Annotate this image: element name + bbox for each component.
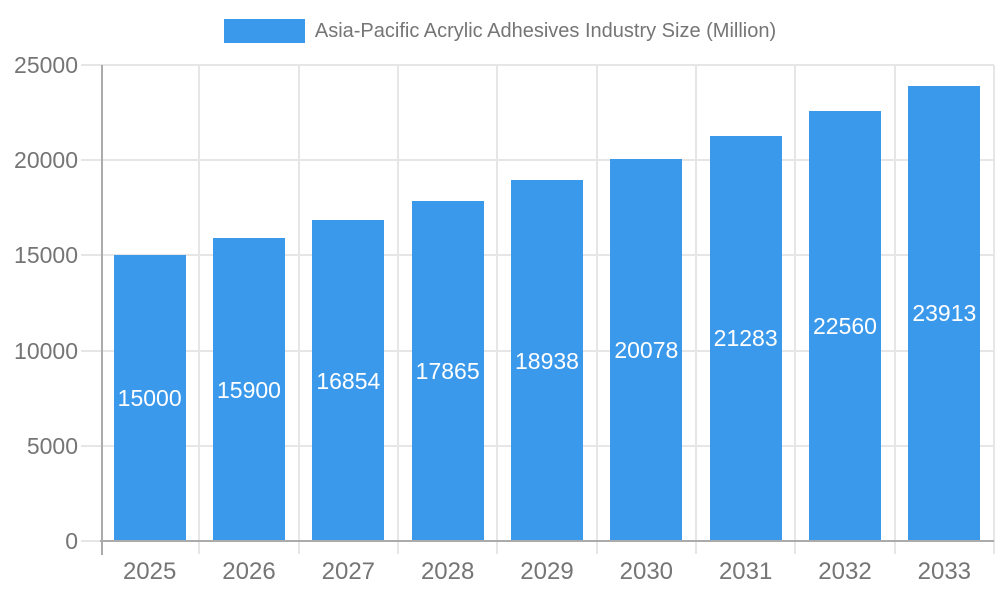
bar-2025 — [113, 255, 186, 541]
bar-value-label-2032: 22560 — [813, 313, 877, 340]
gridline-x-8 — [893, 65, 896, 554]
y-tick-label-20000: 20000 — [14, 147, 78, 174]
x-tick-label-2032: 2032 — [818, 558, 872, 585]
bar-value-label-2028: 17865 — [415, 357, 480, 384]
x-tick-label-2029: 2029 — [520, 558, 574, 585]
gridline-x-4 — [496, 65, 499, 554]
gridline-x-7 — [794, 65, 797, 554]
bar-value-label-2033: 23913 — [912, 300, 977, 327]
x-tick-label-2025: 2025 — [122, 558, 177, 585]
gridline-x-5 — [595, 65, 598, 554]
bar-2028 — [411, 200, 484, 541]
gridline-y-25000 — [81, 64, 994, 66]
bar-2032 — [809, 111, 881, 541]
bar-value-label-2030: 20078 — [614, 336, 679, 363]
bar-2031 — [709, 135, 782, 541]
bar-value-label-2029: 18938 — [515, 347, 579, 374]
y-tick-label-25000: 25000 — [14, 52, 78, 78]
legend-item[interactable]: Asia-Pacific Acrylic Adhesives Industry … — [223, 19, 777, 43]
y-tick-label-10000: 10000 — [14, 337, 78, 364]
bar-value-label-2027: 16854 — [316, 367, 381, 394]
x-tick-label-2033: 2033 — [917, 558, 972, 585]
bar-2029 — [511, 180, 583, 541]
legend-color-swatch — [223, 19, 305, 43]
y-axis-line — [101, 65, 103, 555]
chart-legend: Asia-Pacific Acrylic Adhesives Industry … — [0, 19, 1000, 43]
y-tick-label-15000: 15000 — [14, 242, 78, 269]
gridline-x-6 — [695, 65, 697, 554]
bar-2030 — [610, 158, 683, 541]
bar-value-label-2026: 15900 — [217, 376, 281, 403]
x-axis-line — [100, 540, 994, 542]
x-tick-label-2027: 2027 — [321, 558, 376, 585]
x-tick-label-2031: 2031 — [718, 558, 773, 585]
legend-series-label: Asia-Pacific Acrylic Adhesives Industry … — [314, 20, 777, 42]
gridline-x-1 — [198, 65, 201, 554]
y-tick-label-0: 0 — [65, 528, 78, 554]
bar-2027 — [312, 220, 385, 541]
gridline-x-2 — [297, 65, 300, 554]
y-tick-label-5000: 5000 — [26, 432, 78, 459]
bar-2033 — [908, 85, 981, 541]
x-tick-label-2026: 2026 — [222, 558, 276, 585]
gridline-x-3 — [397, 65, 399, 554]
bar-value-label-2031: 21283 — [713, 325, 778, 352]
x-tick-label-2030: 2030 — [619, 558, 674, 585]
gridline-x-9 — [993, 65, 995, 554]
bar-2026 — [213, 238, 285, 541]
x-tick-label-2028: 2028 — [420, 558, 475, 585]
bar-value-label-2025: 15000 — [117, 385, 182, 412]
gridline-y-20000 — [81, 159, 994, 162]
